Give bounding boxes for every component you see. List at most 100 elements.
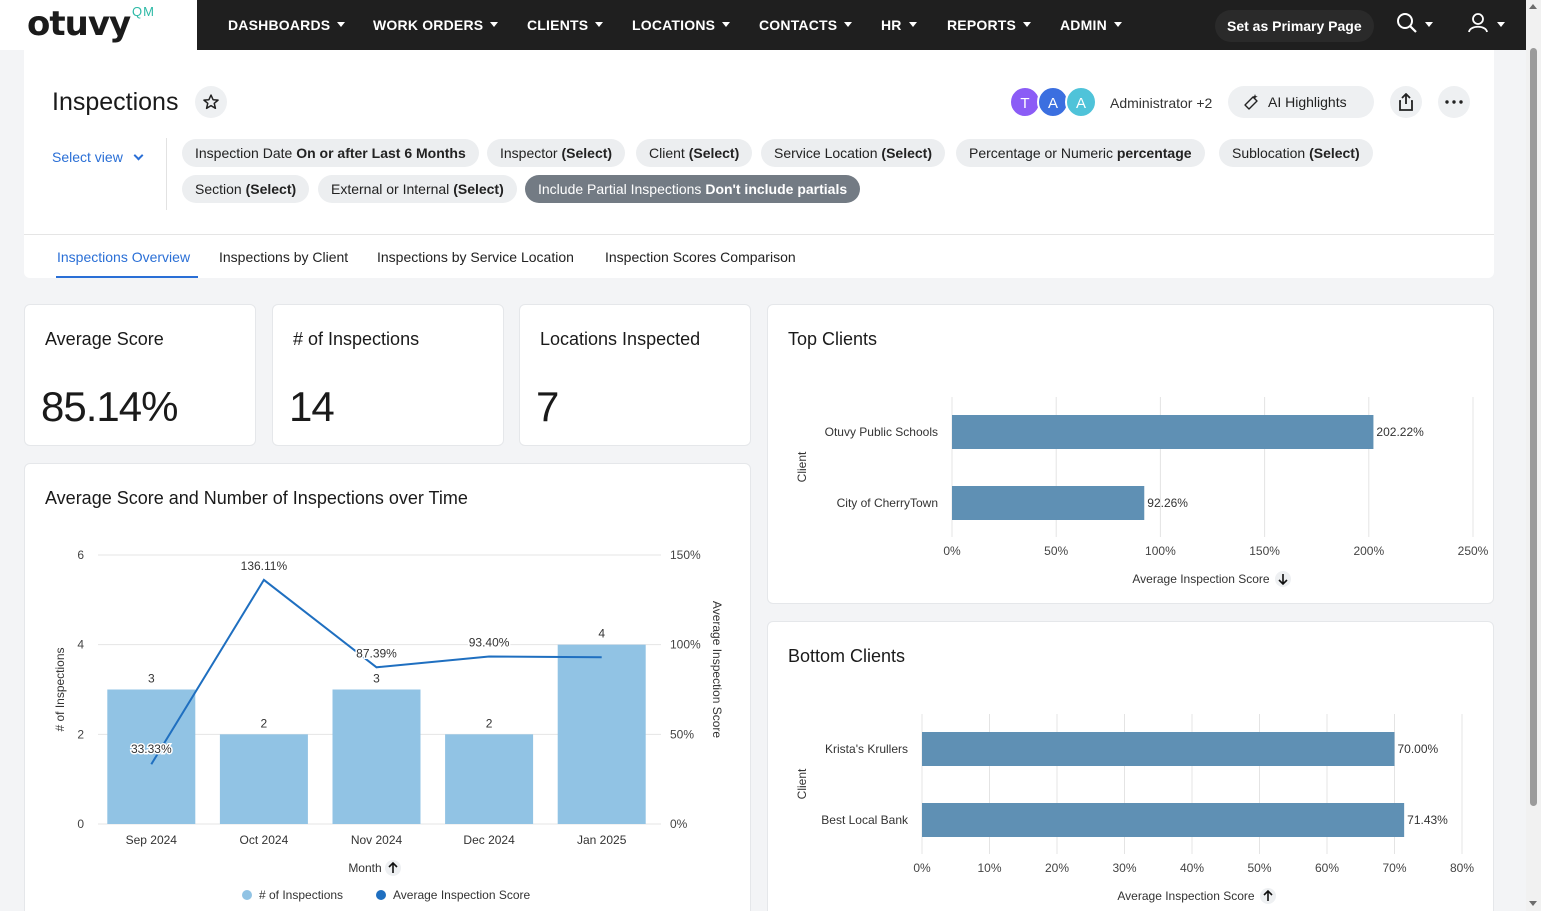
y2-tick-label: 0% xyxy=(670,817,688,831)
chart-title: Top Clients xyxy=(788,329,878,349)
y-tick-label: 0 xyxy=(77,817,84,831)
kpi-average-score[interactable]: Average Score 85.14% xyxy=(24,304,256,446)
bar-value-label: 71.43% xyxy=(1407,813,1448,827)
filter-inspection-date[interactable]: Inspection Date On or after Last 6 Month… xyxy=(182,139,479,167)
bar-value-label: 92.26% xyxy=(1147,496,1188,510)
kpi-num-inspections[interactable]: # of Inspections 14 xyxy=(272,304,504,446)
bar xyxy=(922,732,1395,766)
bottom-clients-card: Bottom Clients 0% 10% 20% 30% 40% 50% 60% 70% 80… xyxy=(767,621,1494,911)
caret-down-icon xyxy=(844,22,853,27)
search-menu[interactable] xyxy=(1396,12,1436,43)
filter-client[interactable]: Client (Select) xyxy=(636,139,753,167)
filter-name: External or Internal xyxy=(331,181,450,197)
scroll-up-arrow-icon[interactable] xyxy=(1529,4,1537,9)
x-tick-label: Dec 2024 xyxy=(463,833,515,847)
x-tick-label: 0% xyxy=(943,544,961,558)
nav-reports[interactable]: REPORTS xyxy=(947,17,1032,33)
x-tick-label: 50% xyxy=(1247,861,1271,875)
shared-with-label[interactable]: Administrator +2 xyxy=(1110,95,1213,111)
nav-hr-label: HR xyxy=(881,17,902,33)
filter-value: percentage xyxy=(1116,145,1192,161)
caret-down-icon xyxy=(1023,22,1032,27)
filter-value: (Select) xyxy=(561,145,613,161)
tab-inspections-by-client[interactable]: Inspections by Client xyxy=(219,249,349,265)
nav-hr[interactable]: HR xyxy=(881,17,917,33)
nav-contacts[interactable]: CONTACTS xyxy=(759,17,853,33)
avatar-initial: A xyxy=(1075,95,1086,112)
logo[interactable]: otuvy QM xyxy=(0,0,197,50)
nav-locations[interactable]: LOCATIONS xyxy=(632,17,731,33)
line-value-label: 33.33% xyxy=(131,742,172,756)
chevron-down-icon xyxy=(133,150,144,161)
bar-value-label: 4 xyxy=(598,627,605,641)
nav-clients[interactable]: CLIENTS xyxy=(527,17,604,33)
bar xyxy=(922,803,1405,837)
x-axis-title: Average Inspection Score xyxy=(1132,572,1270,586)
avatar[interactable]: T xyxy=(1009,86,1041,118)
ai-highlights-button[interactable]: AI Highlights xyxy=(1228,86,1374,118)
x-tick-label: 40% xyxy=(1180,861,1204,875)
line-value-label: 93.40% xyxy=(469,636,510,650)
filter-name: Section xyxy=(195,181,242,197)
score-over-time-card: Average Score and Number of Inspections … xyxy=(24,463,751,911)
kpi-locations-inspected[interactable]: Locations Inspected 7 xyxy=(519,304,751,446)
bar-value-label: 2 xyxy=(486,716,493,730)
favorite-button[interactable] xyxy=(195,86,227,118)
arrow-up-icon xyxy=(388,861,398,873)
x-tick-label: 80% xyxy=(1450,861,1474,875)
legend-swatch xyxy=(242,890,252,900)
caret-down-icon xyxy=(908,22,917,27)
nav-admin[interactable]: ADMIN xyxy=(1060,17,1122,33)
page-scrollbar[interactable] xyxy=(1526,0,1541,911)
filter-value: (Select) xyxy=(245,181,297,197)
filter-include-partial-inspections[interactable]: Include Partial Inspections Don't includ… xyxy=(525,175,861,203)
arrow-up-icon xyxy=(1263,889,1273,901)
nav-reports-label: REPORTS xyxy=(947,17,1017,33)
tab-inspection-scores-comparison[interactable]: Inspection Scores Comparison xyxy=(605,249,796,265)
user-menu[interactable] xyxy=(1467,12,1507,43)
caret-down-icon xyxy=(1113,22,1122,27)
bar xyxy=(107,689,196,824)
caret-down-icon xyxy=(337,22,346,27)
filter-inspector[interactable]: Inspector (Select) xyxy=(487,139,626,167)
top-clients-card: Top Clients 0% 50% 100% 150% 200% 250% Otuvy P… xyxy=(767,304,1494,604)
share-button[interactable] xyxy=(1390,86,1422,118)
filter-section[interactable]: Section (Select) xyxy=(182,175,310,203)
nav-work-orders[interactable]: WORK ORDERS xyxy=(373,17,499,33)
share-icon xyxy=(1399,93,1413,111)
scroll-down-arrow-icon[interactable] xyxy=(1529,901,1537,906)
filter-external-or-internal[interactable]: External or Internal (Select) xyxy=(318,175,517,203)
kpi-value: 7 xyxy=(536,383,559,430)
x-tick-label: 250% xyxy=(1458,544,1489,558)
x-tick-label: Sep 2024 xyxy=(126,833,178,847)
tab-inspections-overview[interactable]: Inspections Overview xyxy=(57,249,191,265)
avatar-initial: T xyxy=(1020,95,1030,112)
filter-percentage-or-numeric[interactable]: Percentage or Numeric percentage xyxy=(956,139,1205,167)
bar xyxy=(952,486,1145,520)
page-title: Inspections xyxy=(52,88,179,116)
bar-value-label: 3 xyxy=(148,672,155,686)
filter-sublocation[interactable]: Sublocation (Select) xyxy=(1219,139,1373,167)
scroll-thumb[interactable] xyxy=(1530,48,1537,806)
caret-down-icon xyxy=(722,22,731,27)
y2-tick-label: 100% xyxy=(670,638,701,652)
bar xyxy=(557,644,646,824)
filter-name: Client xyxy=(649,145,685,161)
top-clients-chart: 0% 50% 100% 150% 200% 250% Otuvy Public School… xyxy=(795,397,1489,587)
filter-service-location[interactable]: Service Location (Select) xyxy=(761,139,945,167)
select-view-dropdown[interactable]: Select view xyxy=(52,149,144,165)
logo-suffix: QM xyxy=(132,4,155,19)
avatar[interactable]: A xyxy=(1065,86,1097,118)
legend-label: # of Inspections xyxy=(259,888,343,902)
bar-value-label: 3 xyxy=(373,672,380,686)
nav-dashboards[interactable]: DASHBOARDS xyxy=(228,17,346,33)
avatar[interactable]: A xyxy=(1037,86,1069,118)
set-primary-page-button[interactable]: Set as Primary Page xyxy=(1215,10,1374,42)
more-options-button[interactable] xyxy=(1438,86,1470,118)
search-icon xyxy=(1397,13,1433,33)
x-tick-label: 150% xyxy=(1249,544,1280,558)
kpi-title: Locations Inspected xyxy=(540,329,701,349)
y-tick-label: 4 xyxy=(77,638,84,652)
legend-swatch xyxy=(376,890,386,900)
tab-inspections-by-service-location[interactable]: Inspections by Service Location xyxy=(377,249,574,265)
